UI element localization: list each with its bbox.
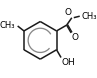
Text: OH: OH	[61, 58, 75, 67]
Text: O: O	[72, 33, 79, 42]
Text: O: O	[64, 8, 71, 17]
Text: CH₃: CH₃	[81, 12, 97, 21]
Text: CH₃: CH₃	[0, 21, 15, 30]
